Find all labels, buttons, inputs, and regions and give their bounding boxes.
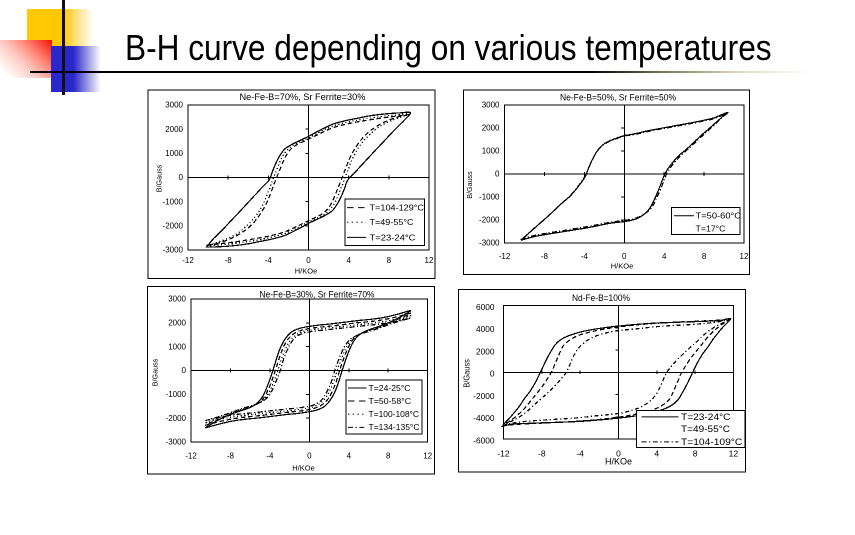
svg-text:-8: -8: [541, 252, 549, 261]
svg-text:-8: -8: [227, 452, 235, 461]
svg-text:-8: -8: [538, 449, 546, 459]
svg-text:T=23-24°C: T=23-24°C: [681, 412, 731, 423]
svg-text:-1000: -1000: [166, 390, 187, 399]
svg-text:-6000: -6000: [473, 435, 495, 445]
svg-text:0: 0: [490, 369, 495, 379]
svg-text:T=100-108°C: T=100-108°C: [369, 410, 420, 419]
svg-text:T=50-60°C: T=50-60°C: [696, 211, 742, 221]
svg-text:-3000: -3000: [479, 239, 500, 248]
svg-text:12: 12: [425, 256, 434, 265]
svg-text:B/Gauss: B/Gauss: [152, 358, 159, 386]
svg-text:Ne-Fe-B=70%, Sr Ferrite=30%: Ne-Fe-B=70%, Sr Ferrite=30%: [240, 92, 367, 103]
svg-text:H/KOe: H/KOe: [295, 267, 318, 276]
svg-text:H/KOe: H/KOe: [605, 456, 632, 466]
svg-text:-2000: -2000: [163, 222, 184, 231]
svg-text:T=49-55°C: T=49-55°C: [370, 217, 414, 227]
svg-text:8: 8: [386, 452, 391, 461]
svg-text:-12: -12: [499, 252, 511, 261]
svg-text:0: 0: [307, 452, 312, 461]
svg-text:B/Gauss: B/Gauss: [462, 359, 472, 388]
svg-text:-4000: -4000: [473, 413, 495, 423]
svg-text:T=104-129°C: T=104-129°C: [370, 202, 425, 212]
svg-text:0: 0: [622, 252, 627, 261]
svg-text:-2000: -2000: [479, 216, 500, 225]
svg-text:12: 12: [740, 252, 749, 261]
svg-text:B/Gauss: B/Gauss: [156, 164, 163, 192]
svg-text:4: 4: [346, 256, 351, 265]
svg-text:-12: -12: [497, 449, 510, 459]
svg-text:0: 0: [179, 173, 184, 182]
svg-text:-12: -12: [185, 452, 197, 461]
svg-text:0: 0: [306, 256, 311, 265]
svg-text:T=134-135°C: T=134-135°C: [369, 423, 420, 432]
svg-text:2000: 2000: [168, 319, 186, 328]
svg-text:T=50-58°C: T=50-58°C: [369, 397, 412, 406]
svg-text:4: 4: [654, 449, 659, 459]
svg-text:-1000: -1000: [479, 193, 500, 202]
svg-text:0: 0: [495, 170, 500, 179]
svg-text:T=49-55°C: T=49-55°C: [681, 424, 730, 435]
svg-text:12: 12: [423, 452, 432, 461]
svg-text:1000: 1000: [482, 147, 500, 156]
svg-text:8: 8: [387, 256, 392, 265]
svg-text:6000: 6000: [476, 302, 495, 312]
svg-text:2000: 2000: [165, 125, 183, 134]
svg-text:B/Gauss: B/Gauss: [467, 171, 474, 199]
svg-text:Ne-Fe-B=50%, Sr Ferrite=50%: Ne-Fe-B=50%, Sr Ferrite=50%: [560, 93, 676, 104]
svg-text:4000: 4000: [476, 324, 495, 334]
svg-text:-4: -4: [265, 256, 273, 265]
svg-text:T=23-24°C: T=23-24°C: [370, 232, 416, 242]
svg-text:12: 12: [729, 449, 739, 459]
svg-text:T=104-109°C: T=104-109°C: [681, 437, 742, 448]
svg-text:1000: 1000: [168, 342, 186, 351]
svg-text:Ne-Fe-B=30%, Sr Ferrite=70%: Ne-Fe-B=30%, Sr Ferrite=70%: [260, 290, 375, 301]
svg-text:-2000: -2000: [473, 391, 495, 401]
svg-text:0: 0: [616, 449, 621, 459]
svg-text:Nd-Fe-B=100%: Nd-Fe-B=100%: [572, 293, 630, 304]
svg-text:3000: 3000: [168, 295, 186, 304]
svg-text:-3000: -3000: [166, 438, 187, 447]
svg-text:3000: 3000: [165, 101, 183, 110]
svg-text:2000: 2000: [476, 346, 495, 356]
svg-text:-12: -12: [182, 256, 194, 265]
svg-text:4: 4: [662, 252, 667, 261]
svg-text:-2000: -2000: [166, 414, 187, 423]
svg-text:T=17°C: T=17°C: [696, 223, 726, 233]
svg-text:-1000: -1000: [163, 197, 184, 206]
svg-text:-8: -8: [225, 256, 233, 265]
svg-text:0: 0: [182, 366, 187, 375]
svg-text:3000: 3000: [482, 101, 500, 110]
svg-text:2000: 2000: [482, 124, 500, 133]
svg-text:8: 8: [702, 252, 707, 261]
svg-text:T=24-25°C: T=24-25°C: [369, 384, 411, 393]
svg-text:1000: 1000: [165, 149, 183, 158]
svg-text:8: 8: [693, 449, 698, 459]
svg-text:-4: -4: [576, 449, 584, 459]
svg-text:-4: -4: [581, 252, 589, 261]
svg-text:H/KOe: H/KOe: [611, 262, 634, 271]
svg-text:-3000: -3000: [163, 246, 184, 255]
svg-text:-4: -4: [266, 452, 274, 461]
svg-text:4: 4: [347, 452, 352, 461]
svg-text:H/KOe: H/KOe: [292, 464, 315, 473]
